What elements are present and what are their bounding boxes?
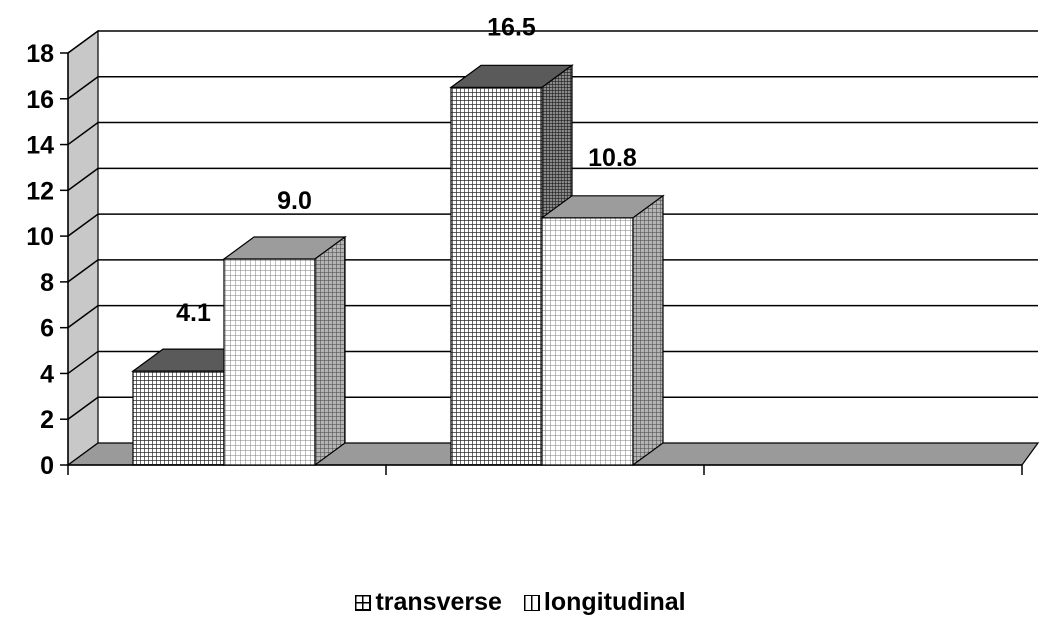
y-tick-label: 6: [40, 315, 54, 343]
gridline: [67, 350, 1038, 375]
gridline: [67, 396, 1038, 420]
data-label-transverse-0: 4.1: [176, 299, 211, 327]
legend-label-longitudinal: longitudinal: [543, 588, 686, 616]
legend-swatch-longitudinal: [523, 594, 540, 611]
y-tick-label: 12: [26, 177, 54, 205]
gridline: [67, 213, 1038, 237]
legend-swatch-transverse: [355, 594, 372, 611]
data-label-transverse-1: 16.5: [487, 13, 536, 41]
gridline: [67, 76, 1038, 100]
y-tick-label: 2: [40, 406, 54, 434]
bar-longitudinal-0-side: [314, 235, 346, 467]
gridline: [67, 259, 1038, 283]
legend-item-transverse: transverse: [355, 588, 502, 617]
gridline: [67, 121, 1038, 146]
y-tick-label: 10: [26, 223, 54, 251]
bar-transverse-1-front: [450, 86, 543, 466]
bar-longitudinal-0-front: [223, 258, 316, 466]
gridline: [67, 30, 1038, 54]
gridline: [67, 167, 1038, 191]
y-tick-label: 14: [26, 132, 54, 160]
y-tick-label: 0: [40, 452, 54, 480]
bar-longitudinal-1-front: [541, 217, 634, 466]
data-label-longitudinal-0: 9.0: [277, 187, 312, 215]
data-label-longitudinal-1: 10.8: [588, 144, 637, 172]
y-tick-label: 18: [26, 40, 54, 68]
bar-transverse-0-front: [132, 370, 225, 466]
y-tick-label: 8: [40, 269, 54, 297]
legend-label-transverse: transverse: [375, 588, 502, 616]
bar-longitudinal-1-side: [632, 194, 664, 467]
gridline: [67, 304, 1038, 329]
y-tick-label: 4: [40, 360, 54, 388]
legend: transverse longitudinal: [0, 588, 1041, 617]
legend-item-longitudinal: longitudinal: [523, 588, 686, 617]
y-tick-label: 16: [26, 86, 54, 114]
